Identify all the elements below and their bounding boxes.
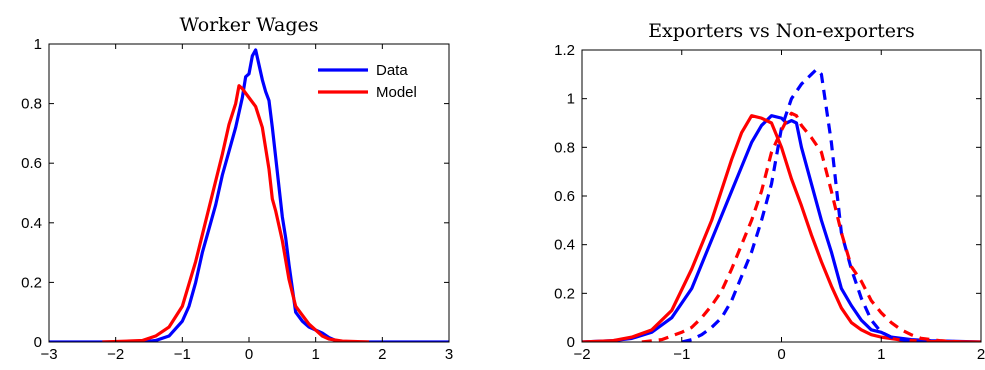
series-line-2: [102, 84, 370, 342]
y-tick-label: 0.4: [554, 237, 575, 254]
chart-title: Worker Wages: [179, 14, 318, 36]
x-tick-label: −2: [107, 346, 124, 363]
legend-label-2: Model: [376, 84, 417, 101]
y-tick-label: 0.2: [21, 274, 42, 291]
y-tick-label: 0.8: [554, 139, 575, 156]
y-tick-label: 0.6: [21, 155, 42, 172]
axes-box: [581, 49, 982, 343]
x-tick-label: −2: [573, 346, 590, 363]
x-tick-label: −1: [174, 346, 191, 363]
x-tick-label: −3: [40, 346, 57, 363]
y-tick-label: 1: [567, 91, 575, 108]
y-tick-label: 0.8: [21, 96, 42, 113]
x-tick-label: 0: [245, 346, 253, 363]
series-line-1: [582, 114, 981, 342]
chart-2: Exporters vs Non-exporters −2 −1 0 1 2 0 0.2 0.4…: [554, 20, 985, 363]
x-tick-label: −1: [673, 346, 690, 363]
legend-box: [309, 55, 441, 109]
chart-title: Exporters vs Non-exporters: [648, 20, 915, 42]
x-tick-label: 1: [877, 346, 885, 363]
series-line-4: [641, 111, 962, 342]
chart-1: Worker Wages −3 −2 −1 0 1 2 3 0 0.2 0.4 0.6 0.8 1 Data…: [21, 14, 453, 363]
y-tick-label: 1: [34, 36, 42, 53]
legend: Data Model: [309, 55, 441, 109]
x-tick-label: 2: [378, 346, 386, 363]
y-tick-label: 0: [34, 334, 42, 351]
series-line-2: [582, 114, 981, 342]
y-tick-label: 0.6: [554, 188, 575, 205]
x-tick-label: 3: [445, 346, 453, 363]
y-tick-label: 0.4: [21, 215, 42, 232]
series-group: [49, 48, 449, 342]
series-line-1: [49, 48, 449, 342]
y-tick-label: 1.2: [554, 42, 575, 59]
y-tick-label: 0.2: [554, 285, 575, 302]
x-tick-label: 1: [311, 346, 319, 363]
legend-label-1: Data: [376, 62, 408, 79]
x-tick-label: 2: [977, 346, 985, 363]
x-tick-label: 0: [777, 346, 785, 363]
y-tick-label: 0: [567, 334, 575, 351]
series-line-3: [681, 67, 932, 342]
series-group: [582, 67, 981, 342]
